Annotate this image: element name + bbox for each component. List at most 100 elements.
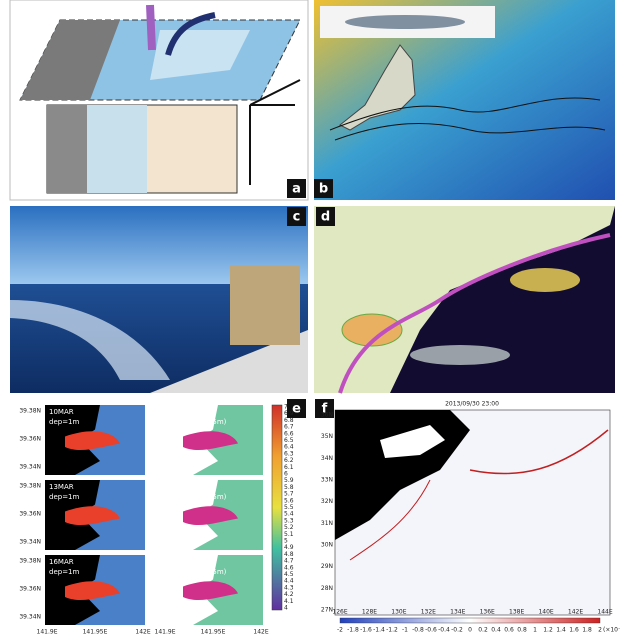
panel-a: a [9, 0, 309, 201]
colorbar-label: 6.9 [284, 410, 294, 417]
shape [165, 12, 216, 56]
panel-c: c [10, 206, 308, 393]
y-tick-label: 39.38N [19, 483, 41, 490]
x-tick-label: 140E [538, 609, 553, 616]
colorbar-label: 4.5 [284, 571, 294, 578]
x-tick-label: 138E [509, 609, 524, 616]
y-tick-label: 34N [321, 455, 333, 462]
panel-area [271, 404, 283, 611]
x-tick-label: 126E [332, 609, 347, 616]
map-date: 13MAR [49, 483, 74, 491]
shape [329, 97, 601, 131]
y-tick-label: 39.36N [19, 511, 41, 518]
plume [65, 506, 120, 525]
y-tick-label: 39.34N [19, 464, 41, 471]
colorbar-label: 0.4 [491, 627, 501, 634]
colorbar-label: 6.4 [284, 444, 294, 451]
colorbar-label: 4.6 [284, 564, 294, 571]
x-tick-label: 136E [480, 609, 495, 616]
colorbar-label: 1.8 [582, 627, 592, 634]
y-tick-label: 28N [321, 585, 333, 592]
colorbar-label: -2 [337, 627, 343, 634]
panel-area [87, 105, 147, 193]
colorbar-label: 5.2 [284, 524, 294, 531]
colorbar-label: 5.8 [284, 484, 294, 491]
shape [146, 4, 156, 51]
panel-label: d [321, 210, 330, 225]
panel-label: a [292, 182, 301, 197]
colorbar-label: -0.8 [412, 627, 424, 634]
x-tick-label: 134E [450, 609, 465, 616]
shape [349, 479, 431, 561]
colorbar-label: 6.8 [284, 417, 294, 424]
y-tick-label: 39.36N [19, 436, 41, 443]
shape [20, 20, 120, 100]
plume [65, 581, 120, 600]
panel-area [230, 265, 300, 345]
map-date: 16MAR [49, 558, 74, 566]
shape [469, 429, 609, 475]
colorbar-label: 2 [598, 627, 602, 634]
shape [380, 425, 445, 458]
colorbar-label: 4.4 [284, 578, 294, 585]
colorbar-label: -0.4 [438, 627, 450, 634]
colorbar-label: 4.1 [284, 598, 294, 605]
y-tick-label: 39.34N [19, 614, 41, 621]
x-tick-label: 128E [362, 609, 377, 616]
panel-b: b [314, 0, 615, 200]
colorbar-unit: (×10⁻⁴s⁻¹) [603, 627, 620, 634]
x-tick-label: 142E [568, 609, 583, 616]
colorbar-label: 1.2 [543, 627, 553, 634]
plume [183, 506, 238, 525]
colorbar-label: -1 [402, 627, 408, 634]
panel-area [315, 399, 334, 418]
colorbar-label: 5.7 [284, 491, 294, 498]
colorbar-label: 6.5 [284, 437, 294, 444]
plume [183, 581, 238, 600]
shape [410, 345, 510, 365]
colorbar-label: 4.3 [284, 584, 294, 591]
colorbar-label: 4.9 [284, 544, 294, 551]
colorbar-label: 5.4 [284, 511, 294, 518]
y-tick-label: 39.38N [19, 408, 41, 415]
colorbar-label: -1.6 [360, 627, 372, 634]
map-date: 13MAR [167, 483, 192, 491]
colorbar-label: -1.4 [373, 627, 385, 634]
colorbar-label: -1.8 [347, 627, 359, 634]
y-tick-label: 39.34N [19, 539, 41, 546]
panel-f: f 2013/09/30 23:00 36N 35N 34N 33N 32N 31N 30N 2… [314, 398, 620, 638]
panel-area [339, 617, 601, 624]
y-tick-label: 35N [321, 433, 333, 440]
colorbar-label: 5.9 [284, 477, 294, 484]
colorbar-label: 4.8 [284, 551, 294, 558]
shape [334, 122, 606, 141]
map-depth: dep=1m [49, 493, 80, 501]
map-depth: dep=1m [49, 418, 80, 426]
colorbar-label: 6.6 [284, 430, 294, 437]
colorbar-label: 5.3 [284, 517, 294, 524]
map-date: 10MAR [49, 408, 74, 416]
shape [338, 233, 611, 394]
x-tick-label: 144E [597, 609, 612, 616]
panel-area [316, 207, 335, 226]
colorbar-label: -0.6 [425, 627, 437, 634]
panel-label: c [293, 210, 301, 225]
colorbar-label: 5.6 [284, 497, 294, 504]
x-tick-label: 130E [391, 609, 406, 616]
colorbar-label: 6.1 [284, 464, 294, 471]
y-tick-label: 39.36N [19, 586, 41, 593]
colorbar-label: 0 [468, 627, 472, 634]
y-tick-label: 30N [321, 542, 333, 549]
colorbar-label: 0.8 [517, 627, 527, 634]
colorbar-label: 4.2 [284, 591, 294, 598]
colorbar-label: 6.7 [284, 424, 294, 431]
colorbar-label: 4.7 [284, 558, 294, 565]
map-depth: Bottom(>23.5m) [167, 568, 227, 576]
colorbar-label: 5.5 [284, 504, 294, 511]
shape [10, 300, 170, 380]
colorbar-label: 7 [284, 404, 288, 411]
y-tick-label: 32N [321, 498, 333, 505]
colorbar-label: 1 [533, 627, 537, 634]
colorbar-label: -1.2 [386, 627, 398, 634]
map-date: 10MAR [167, 408, 192, 416]
